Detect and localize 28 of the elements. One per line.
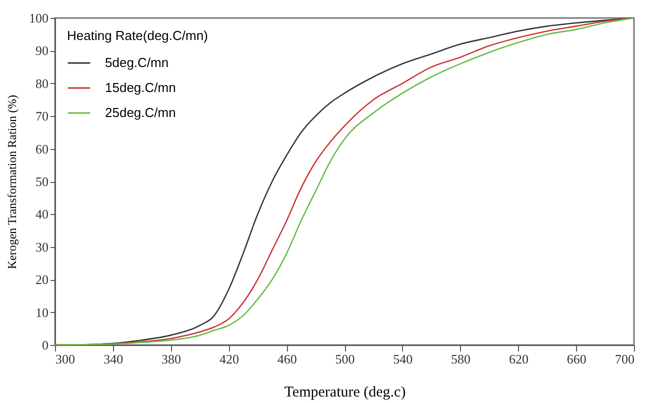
x-tick-label: 660	[566, 352, 586, 366]
legend-label: 15deg.C/mn	[105, 80, 176, 95]
y-tick-label: 90	[36, 43, 48, 58]
x-tick-label: 700	[615, 352, 634, 366]
y-tick-label: 40	[36, 206, 48, 222]
y-tick-label: 20	[36, 272, 48, 288]
y-tick-label: 30	[36, 239, 48, 254]
y-axis-title: Kerogen Transformation Ration (%)	[5, 94, 19, 270]
x-tick-label: 420	[219, 352, 239, 366]
y-tick-label: 0	[42, 338, 48, 352]
x-tick-label: 380	[162, 352, 182, 366]
x-tick-label: 540	[393, 352, 413, 366]
y-tick-label: 80	[36, 76, 48, 91]
y-tick-label: 70	[36, 108, 48, 124]
y-tick-label: 50	[36, 174, 48, 189]
x-tick-label: 620	[508, 352, 528, 366]
y-tick-label: 60	[36, 141, 48, 156]
x-tick-label: 500	[335, 352, 355, 366]
legend-title: Heating Rate(deg.C/mn)	[67, 28, 208, 43]
x-tick-label: 580	[451, 352, 471, 366]
x-tick-label: 300	[56, 352, 75, 366]
x-axis-title: Temperature (deg.c)	[284, 384, 406, 400]
legend-label: 5deg.C/mn	[105, 55, 169, 70]
y-tick-label: 10	[36, 304, 48, 320]
x-tick-label: 340	[104, 352, 124, 366]
legend-label: 25deg.C/mn	[105, 105, 176, 120]
y-tick-label: 100	[29, 10, 48, 26]
x-tick-label: 460	[277, 352, 297, 366]
